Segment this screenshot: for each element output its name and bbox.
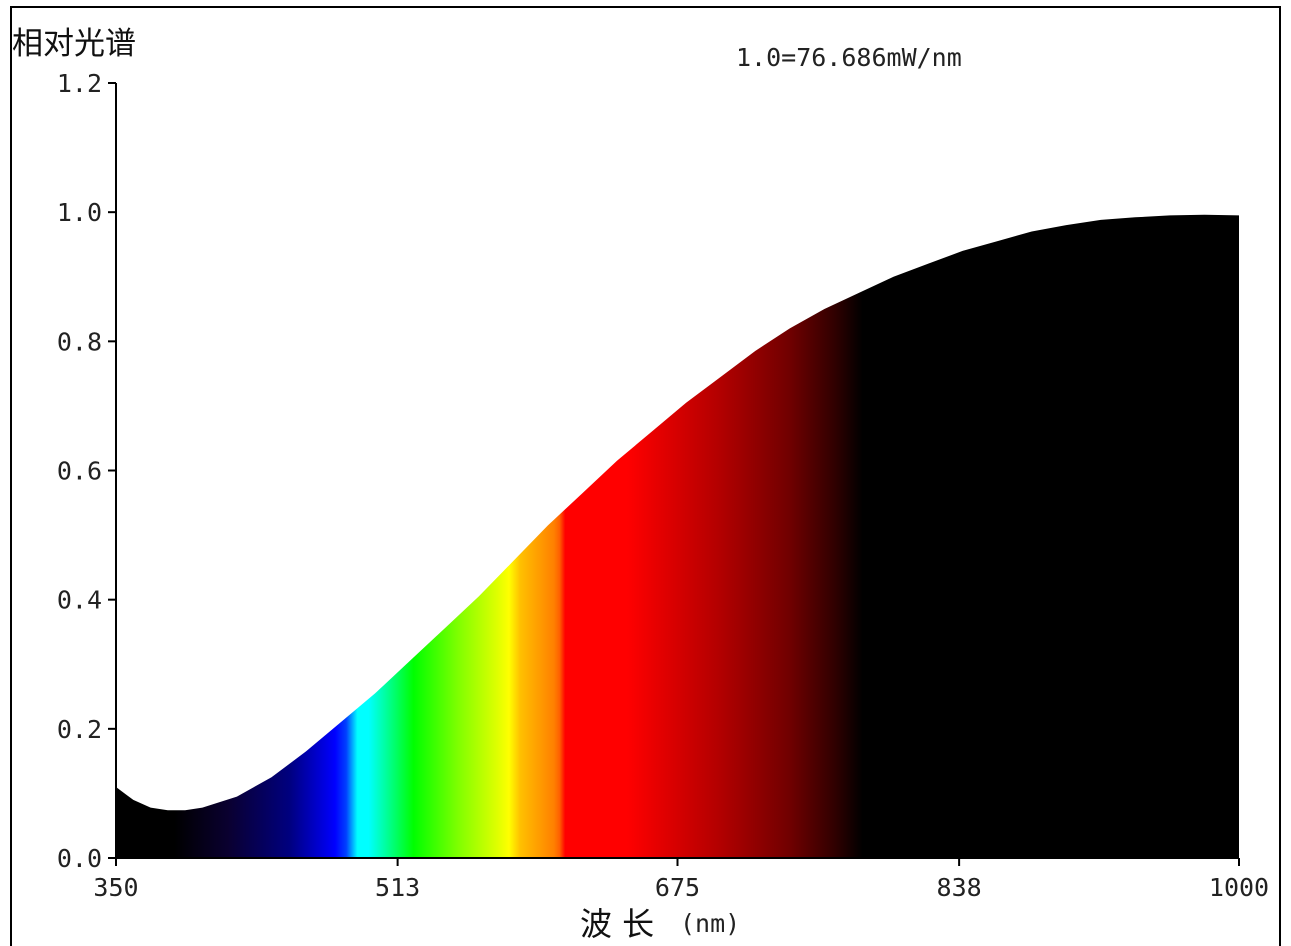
y-ticks: 0.0 0.2 0.4 0.6 0.8 1.0 1.2 [57,69,116,873]
y-axis-label: 相对光谱 [12,26,136,62]
y-tick-label: 0.4 [57,586,102,615]
x-axis-unit: (nm) [680,909,740,938]
spectrum-area-layer [116,214,1239,859]
y-tick-label: 0.6 [57,457,102,486]
y-tick-label: 1.0 [57,198,102,227]
y-tick-label: 1.2 [57,69,102,98]
chart-annotation: 1.0=76.686mW/nm [736,43,962,72]
x-tick-label: 1000 [1209,873,1269,902]
x-tick-label: 350 [93,873,138,902]
x-ticks: 350 513 675 838 1000 [93,858,1269,902]
spectrum-area [116,214,1239,859]
y-tick-label: 0.8 [57,327,102,356]
y-tick-label: 0.0 [57,844,102,873]
chart-frame [10,6,1281,946]
x-tick-label: 838 [937,873,982,902]
x-tick-label: 513 [375,873,420,902]
y-tick-label: 0.2 [57,715,102,744]
x-tick-label: 675 [655,873,700,902]
x-axis-label: 波 长 [580,905,654,943]
